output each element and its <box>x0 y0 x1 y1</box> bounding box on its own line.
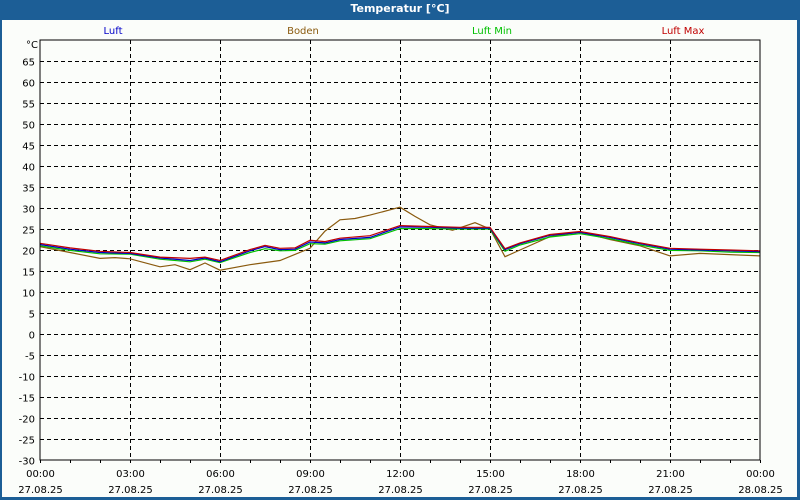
x-tick-date: 27.08.25 <box>198 485 243 496</box>
x-tick-time: 15:00 <box>476 469 505 480</box>
y-tick-label: 20 <box>22 247 35 258</box>
series-luft <box>39 226 761 263</box>
y-tick-label: 5 <box>29 310 35 321</box>
x-tick-time: 09:00 <box>296 469 325 480</box>
series-luft-min <box>39 228 761 264</box>
x-tick-date: 28.08.25 <box>738 485 783 496</box>
x-tick-time: 00:00 <box>746 469 775 480</box>
axes: 65605550454035302520151050-5-10-15-20-25… <box>18 40 783 496</box>
chart-area <box>2 20 797 497</box>
y-tick-label: -30 <box>19 457 35 468</box>
x-tick-date: 27.08.25 <box>468 485 513 496</box>
y-tick-label: -5 <box>25 352 35 363</box>
window-title: Temperatur [°C] <box>350 2 450 15</box>
y-unit-label: °C <box>26 40 38 51</box>
x-tick-time: 12:00 <box>386 469 415 480</box>
x-tick-date: 27.08.25 <box>378 485 423 496</box>
y-tick-label: 10 <box>22 289 35 300</box>
y-tick-label: 65 <box>22 58 35 69</box>
x-tick-time: 06:00 <box>206 469 235 480</box>
y-tick-label: -10 <box>19 373 35 384</box>
x-tick-date: 27.08.25 <box>18 485 63 496</box>
legend-luft: Luft <box>104 26 123 37</box>
x-tick-time: 21:00 <box>656 469 685 480</box>
x-tick-time: 03:00 <box>116 469 145 480</box>
y-tick-label: 55 <box>22 100 35 111</box>
y-tick-label: 40 <box>22 163 35 174</box>
y-tick-label: -15 <box>19 394 35 405</box>
x-tick-date: 27.08.25 <box>558 485 603 496</box>
y-tick-label: 50 <box>22 121 35 132</box>
x-tick-time: 18:00 <box>566 469 595 480</box>
x-tick-date: 27.08.25 <box>108 485 153 496</box>
y-tick-label: 25 <box>22 226 35 237</box>
y-tick-label: -25 <box>19 436 35 447</box>
x-tick-date: 27.08.25 <box>648 485 693 496</box>
y-tick-label: 35 <box>22 184 35 195</box>
y-tick-label: 45 <box>22 142 35 153</box>
legend: Luft Boden Luft Min Luft Max <box>104 26 705 37</box>
legend-luft-min: Luft Min <box>472 26 512 37</box>
series-luft-max <box>39 224 761 262</box>
y-tick-label: 60 <box>22 79 35 90</box>
x-tick-time: 00:00 <box>26 469 55 480</box>
y-tick-label: -20 <box>19 415 35 426</box>
y-tick-label: 15 <box>22 268 35 279</box>
y-tick-label: 30 <box>22 205 35 216</box>
series-lines <box>39 206 761 271</box>
legend-boden: Boden <box>287 26 319 37</box>
legend-luft-max: Luft Max <box>662 26 705 37</box>
grid-lines <box>40 40 760 460</box>
x-tick-date: 27.08.25 <box>288 485 333 496</box>
y-tick-label: 0 <box>29 331 35 342</box>
